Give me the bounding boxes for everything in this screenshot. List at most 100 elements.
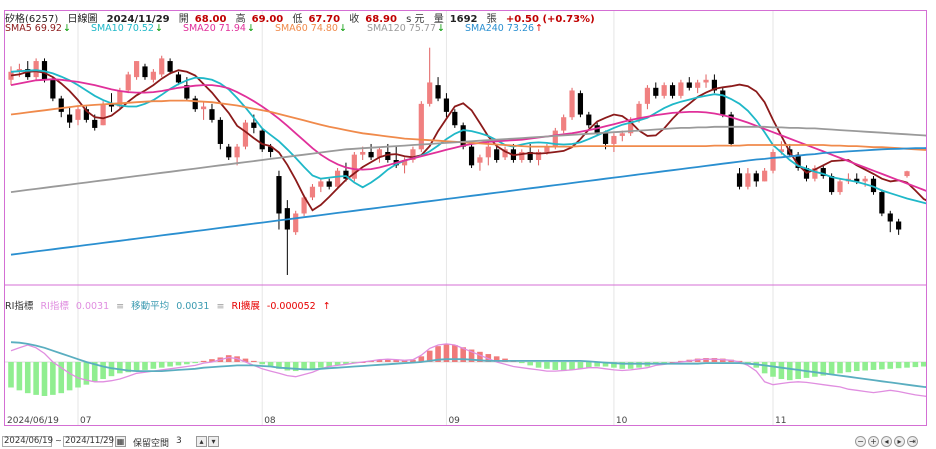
period-label[interactable]: 日線圖: [67, 14, 98, 25]
zoom-in-button[interactable]: +: [868, 436, 879, 447]
candle-body: [519, 151, 525, 160]
ri-hist-bar: [519, 362, 525, 364]
candle-body: [33, 61, 39, 78]
ri-hist-bar: [812, 362, 818, 377]
ri-hist-bar: [184, 362, 190, 365]
series-sma5-line: [10, 69, 926, 212]
ri-hist-bar: [477, 351, 483, 362]
candle-body: [184, 85, 190, 99]
ri-hist-bar: [912, 362, 919, 368]
keep-space-label: 保留空間: [133, 439, 170, 449]
series-sma20-line: [10, 78, 926, 192]
zoom-out-button[interactable]: −: [855, 436, 866, 447]
legend-sma60[interactable]: SMA60 74.80↓: [275, 23, 357, 34]
legend-sma120[interactable]: SMA120 75.77↓: [367, 23, 455, 34]
candle-body: [435, 85, 441, 99]
keep-space-value[interactable]: 3: [176, 436, 182, 446]
candle-body: [720, 90, 726, 115]
indicator-name[interactable]: RI指標: [5, 301, 34, 312]
legend-sma240[interactable]: SMA240 73.26↑: [465, 23, 553, 34]
ri-line-arrow: ≡: [116, 301, 125, 312]
candle-body: [896, 221, 902, 230]
legend-sma10[interactable]: SMA10 70.52↓: [91, 23, 173, 34]
arrow-down-button[interactable]: ▾: [208, 436, 219, 447]
end-date-input[interactable]: 2024/11/29: [63, 436, 114, 447]
ri-hist-bar: [50, 362, 56, 395]
ri-hist-bar: [443, 343, 450, 362]
ri-hist-bar: [8, 362, 14, 388]
x-tick-label: 2024/06/19: [7, 416, 59, 425]
ri-hist-bar: [803, 362, 810, 378]
ri-hist-bar: [895, 362, 902, 369]
candle-body: [728, 114, 734, 144]
candle-body: [108, 103, 115, 107]
arrow-up-icon: ↑: [535, 23, 544, 34]
ri-hist-bar: [904, 362, 910, 368]
close-unit: s 元: [406, 14, 425, 25]
candle-body: [418, 103, 424, 150]
open-label: 開: [178, 14, 189, 25]
candle-body: [795, 154, 801, 169]
ri-hist-bar: [711, 358, 718, 362]
ri-hist-bar: [401, 360, 408, 362]
start-date-input[interactable]: 2024/06/19: [2, 436, 53, 447]
candle-body: [309, 186, 316, 198]
ri-hist-bar: [778, 362, 785, 379]
candle-body: [83, 109, 89, 120]
series-sma240-line: [10, 147, 926, 256]
series-sma60-line: [10, 99, 926, 151]
ri-hist-bar: [385, 359, 391, 362]
open-value: 68.00: [194, 14, 227, 25]
ri-hist-bar: [150, 362, 157, 369]
candle-body: [619, 133, 625, 136]
ri-hist-bar: [334, 362, 341, 366]
candle-body: [686, 82, 692, 88]
candle-body: [50, 79, 56, 99]
candle-body: [468, 146, 475, 166]
ri-hist-bar: [292, 362, 299, 372]
candle-body: [326, 181, 332, 187]
chart-canvas[interactable]: 2024/06/19 07 08 09 10 11: [5, 11, 926, 425]
ri-hist-bar: [376, 359, 383, 362]
ri-hist-bar: [619, 362, 626, 369]
legend-label: SMA240: [464, 23, 504, 34]
candle-body: [443, 98, 450, 112]
x-tick-label: 09: [448, 416, 460, 425]
candle-body: [477, 157, 483, 163]
candle-body: [661, 85, 667, 96]
ri-hist-bar: [91, 362, 98, 382]
ri-hist-bar: [242, 358, 249, 362]
legend-sma20[interactable]: SMA20 71.94↓: [183, 23, 265, 34]
scroll-left-button[interactable]: ◂: [881, 436, 892, 447]
ri-hist-bar: [259, 362, 266, 365]
ri-hist-bar: [158, 362, 165, 368]
candle-body: [736, 173, 743, 187]
close-value: 68.90: [365, 14, 397, 25]
candle-body: [460, 125, 466, 147]
candle-body: [502, 149, 508, 158]
ri-hist-bar: [452, 345, 458, 362]
ri-hist-bar: [58, 362, 65, 394]
candle-body: [25, 69, 31, 78]
ri-hist-bar: [560, 362, 567, 372]
candle-body: [117, 90, 123, 107]
candle-body: [427, 82, 433, 104]
legend-sma5[interactable]: SMA5 69.92↓: [5, 23, 81, 34]
legend-value: 71.94: [218, 23, 246, 34]
fit-button[interactable]: ⇥: [907, 436, 918, 447]
candle-body: [276, 176, 282, 214]
calendar-icon[interactable]: ▦: [115, 436, 126, 447]
candle-body: [602, 133, 609, 144]
candle-body: [703, 79, 709, 83]
ri-hist-bar: [920, 362, 926, 367]
candle-body: [854, 178, 860, 182]
candle-body: [267, 146, 274, 152]
ri-hist-bar: [200, 360, 207, 362]
ri-hist-bar: [544, 362, 550, 369]
candle-body: [829, 176, 835, 193]
legend-label: SMA10: [90, 23, 124, 34]
scroll-right-button[interactable]: ▸: [894, 436, 905, 447]
arrow-up-button[interactable]: ▴: [196, 436, 207, 447]
candle-body: [678, 82, 684, 96]
ri-hist-bar: [75, 362, 81, 388]
